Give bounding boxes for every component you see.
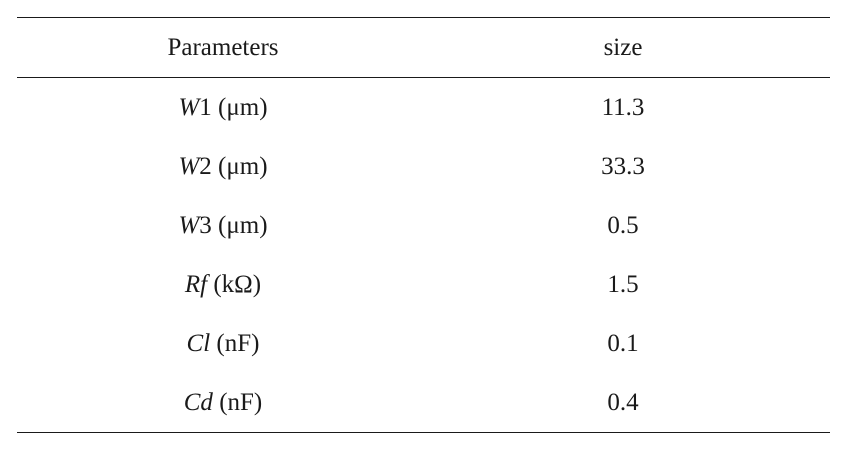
table-row-param: Cl (nF) — [108, 329, 338, 359]
param-symbol: Cl — [186, 330, 211, 357]
table-row-value: 0.5 — [607, 212, 639, 239]
table-row-param: W1 (μm) — [108, 93, 338, 123]
param-symbol: W — [178, 212, 200, 239]
table-header-rule — [17, 77, 830, 78]
param-symbol: Rf — [184, 271, 208, 298]
table-row-value: 11.3 — [601, 94, 645, 121]
param-symbol: Cd — [183, 389, 213, 416]
table-row-param: Cd (nF) — [108, 388, 338, 418]
param-unit: (nF) — [212, 389, 263, 416]
table-top-rule — [17, 17, 830, 18]
param-unit: 1 (μm) — [199, 94, 268, 121]
table-row-value: 0.4 — [607, 389, 639, 416]
param-unit: (kΩ) — [207, 271, 262, 298]
header-parameters: Parameters — [167, 34, 279, 61]
param-unit: 2 (μm) — [199, 153, 268, 180]
param-unit: (nF) — [210, 330, 260, 357]
param-symbol: W — [178, 94, 200, 121]
table-row-param: W2 (μm) — [108, 152, 338, 182]
table-row-value: 33.3 — [601, 153, 645, 180]
param-symbol: W — [178, 153, 200, 180]
param-unit: 3 (μm) — [199, 212, 268, 239]
table-row-value: 0.1 — [607, 330, 639, 357]
header-size: size — [603, 34, 643, 61]
table-row-value: 1.5 — [607, 271, 639, 298]
table-bottom-rule — [17, 432, 830, 433]
table-row-param: Rf (kΩ) — [108, 270, 338, 300]
table-row-param: W3 (μm) — [108, 211, 338, 241]
